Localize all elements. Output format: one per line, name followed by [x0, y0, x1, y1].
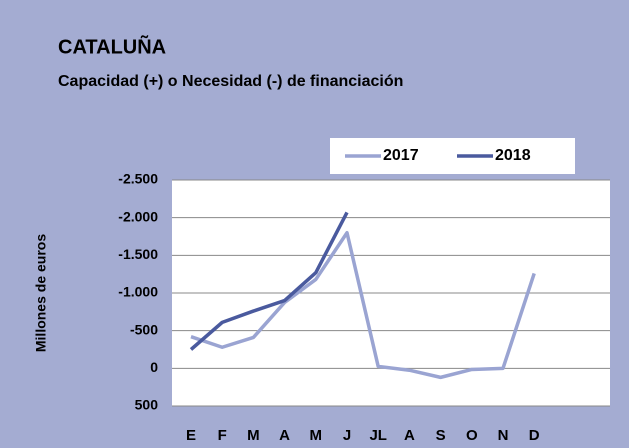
x-tick-label: A [279, 427, 290, 444]
x-tick-label: O [466, 427, 478, 444]
y-tick-label: -500 [130, 321, 158, 337]
y-tick-label: 500 [135, 397, 159, 413]
chart-title: CATALUÑA [58, 35, 166, 58]
chart-subtitle: Capacidad (+) o Necesidad (-) de financi… [58, 73, 403, 90]
x-tick-label: E [186, 427, 196, 444]
x-tick-label: N [498, 427, 509, 444]
series-line [190, 230, 536, 380]
x-tick-label: M [247, 427, 260, 444]
x-tick-label: A [404, 427, 415, 444]
x-tick-label: D [529, 427, 540, 444]
y-axis-label: Millones de euros [33, 234, 49, 352]
x-tick-label: JL [369, 427, 387, 444]
x-tick-label: S [436, 427, 446, 444]
legend-label: 2018 [495, 147, 531, 164]
series-line [189, 211, 349, 351]
legend-label: 2017 [383, 147, 419, 164]
y-tick-label: -1.500 [118, 246, 158, 262]
x-tick-label: J [343, 427, 351, 444]
y-tick-label: -2.000 [118, 208, 158, 224]
y-tick-label: -2.500 [118, 171, 158, 187]
x-tick-label: F [218, 427, 227, 444]
x-tick-label: M [310, 427, 323, 444]
y-tick-label: -1.000 [118, 284, 158, 300]
y-tick-label: 0 [150, 359, 158, 375]
